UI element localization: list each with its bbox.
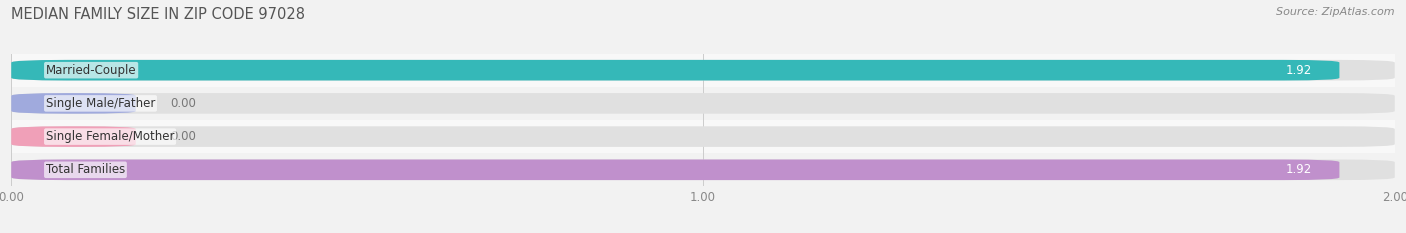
FancyBboxPatch shape xyxy=(11,93,1395,114)
FancyBboxPatch shape xyxy=(11,160,1395,180)
FancyBboxPatch shape xyxy=(11,60,1340,80)
Text: 0.00: 0.00 xyxy=(170,97,197,110)
Text: Married-Couple: Married-Couple xyxy=(46,64,136,77)
Text: 0.00: 0.00 xyxy=(170,130,197,143)
FancyBboxPatch shape xyxy=(11,160,1340,180)
Text: Single Male/Father: Single Male/Father xyxy=(46,97,155,110)
FancyBboxPatch shape xyxy=(11,126,136,147)
FancyBboxPatch shape xyxy=(11,87,1395,120)
Text: 1.92: 1.92 xyxy=(1285,163,1312,176)
FancyBboxPatch shape xyxy=(11,93,136,114)
FancyBboxPatch shape xyxy=(11,126,1395,147)
FancyBboxPatch shape xyxy=(11,153,1395,186)
FancyBboxPatch shape xyxy=(11,120,1395,153)
Text: Single Female/Mother: Single Female/Mother xyxy=(46,130,174,143)
FancyBboxPatch shape xyxy=(11,60,1395,80)
Text: Source: ZipAtlas.com: Source: ZipAtlas.com xyxy=(1277,7,1395,17)
Text: 1.92: 1.92 xyxy=(1285,64,1312,77)
FancyBboxPatch shape xyxy=(11,54,1395,87)
Text: MEDIAN FAMILY SIZE IN ZIP CODE 97028: MEDIAN FAMILY SIZE IN ZIP CODE 97028 xyxy=(11,7,305,22)
Text: Total Families: Total Families xyxy=(46,163,125,176)
